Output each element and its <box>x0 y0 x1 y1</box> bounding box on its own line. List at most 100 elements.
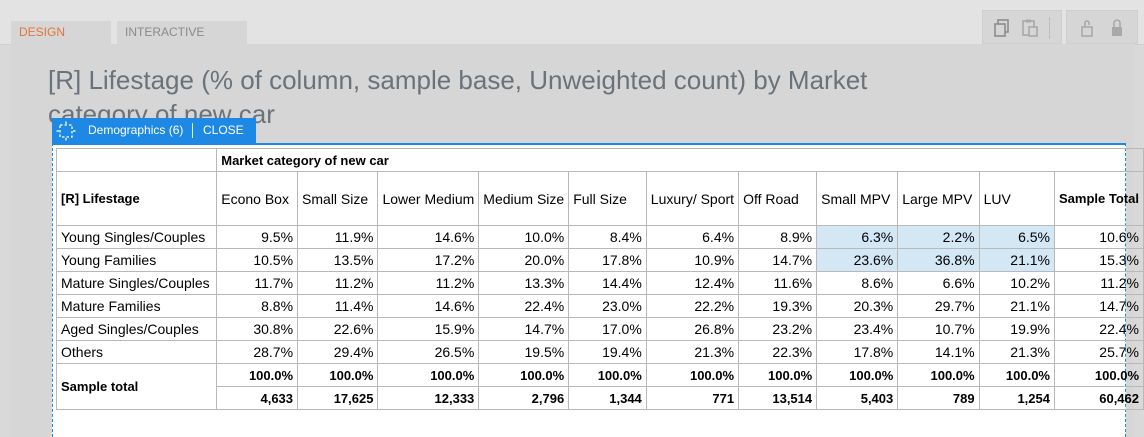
total-pct-cell[interactable]: 100.0% <box>478 363 570 387</box>
table-cell[interactable]: 15.3% <box>1053 248 1144 272</box>
table-cell[interactable]: 2.2% <box>897 225 980 249</box>
paste-icon[interactable] <box>1020 18 1040 38</box>
total-count-cell[interactable]: 12,333 <box>377 386 480 410</box>
table-cell[interactable]: 13.5% <box>297 248 379 272</box>
total-count-cell[interactable]: 17,625 <box>297 386 379 410</box>
table-cell[interactable]: 10.9% <box>645 248 740 272</box>
table-cell[interactable]: 19.9% <box>978 317 1055 341</box>
table-cell[interactable]: 10.2% <box>978 271 1055 295</box>
table-cell[interactable]: 19.3% <box>738 294 818 318</box>
table-cell[interactable]: 14.7% <box>738 248 818 272</box>
total-pct-cell[interactable]: 100.0% <box>978 363 1055 387</box>
table-cell[interactable]: 19.5% <box>478 340 570 364</box>
total-count-cell[interactable]: 1,344 <box>568 386 647 410</box>
table-cell[interactable]: 13.3% <box>478 271 570 295</box>
total-pct-cell[interactable]: 100.0% <box>216 363 299 387</box>
total-pct-cell[interactable]: 100.0% <box>297 363 379 387</box>
table-cell[interactable]: 29.7% <box>897 294 980 318</box>
table-cell[interactable]: 23.6% <box>816 248 899 272</box>
table-cell[interactable]: 22.3% <box>738 340 818 364</box>
tab-interactive-mode[interactable]: INTERACTIVE MODE <box>117 21 247 62</box>
total-count-cell[interactable]: 789 <box>897 386 980 410</box>
selection-label[interactable]: Demographics (6) <box>88 123 184 137</box>
table-cell[interactable]: 17.0% <box>568 317 647 341</box>
table-cell[interactable]: 28.7% <box>216 340 299 364</box>
table-cell[interactable]: 6.3% <box>816 225 899 249</box>
table-cell[interactable]: 17.8% <box>816 340 899 364</box>
table-cell[interactable]: 11.6% <box>738 271 818 295</box>
table-cell[interactable]: 26.8% <box>645 317 740 341</box>
total-count-cell[interactable]: 771 <box>645 386 740 410</box>
table-cell[interactable]: 25.7% <box>1053 340 1144 364</box>
table-cell[interactable]: 29.4% <box>297 340 379 364</box>
table-cell[interactable]: 10.7% <box>897 317 980 341</box>
table-cell[interactable]: 21.1% <box>978 294 1055 318</box>
table-cell[interactable]: 23.2% <box>738 317 818 341</box>
table-cell[interactable]: 11.9% <box>297 225 379 249</box>
table-cell[interactable]: 10.0% <box>478 225 570 249</box>
column-header: Small Size <box>297 171 379 226</box>
table-cell[interactable]: 22.4% <box>1053 317 1144 341</box>
total-count-cell[interactable]: 5,403 <box>816 386 899 410</box>
tab-design-mode[interactable]: DESIGN MODE <box>11 21 111 62</box>
table-cell[interactable]: 23.0% <box>568 294 647 318</box>
lock-open-icon[interactable] <box>1077 18 1097 38</box>
table-cell[interactable]: 11.7% <box>216 271 299 295</box>
table-cell[interactable]: 14.6% <box>377 294 480 318</box>
table-cell[interactable]: 23.4% <box>816 317 899 341</box>
table-cell[interactable]: 6.5% <box>978 225 1055 249</box>
total-pct-cell[interactable]: 100.0% <box>816 363 899 387</box>
table-cell[interactable]: 22.4% <box>478 294 570 318</box>
table-cell[interactable]: 14.6% <box>377 225 480 249</box>
table-cell[interactable]: 11.2% <box>1053 271 1144 295</box>
table-cell[interactable]: 14.4% <box>568 271 647 295</box>
table-cell[interactable]: 6.6% <box>897 271 980 295</box>
table-cell[interactable]: 8.8% <box>216 294 299 318</box>
table-cell[interactable]: 12.4% <box>645 271 740 295</box>
table-cell[interactable]: 17.8% <box>568 248 647 272</box>
table-cell[interactable]: 21.3% <box>978 340 1055 364</box>
table-cell[interactable]: 8.6% <box>816 271 899 295</box>
table-cell[interactable]: 15.9% <box>377 317 480 341</box>
table-cell[interactable]: 20.3% <box>816 294 899 318</box>
table-cell[interactable]: 21.1% <box>978 248 1055 272</box>
table-cell[interactable]: 20.0% <box>478 248 570 272</box>
total-count-cell[interactable]: 13,514 <box>738 386 818 410</box>
table-cell[interactable]: 11.2% <box>297 271 379 295</box>
table-cell[interactable]: 30.8% <box>216 317 299 341</box>
close-button[interactable]: CLOSE <box>203 123 244 137</box>
total-pct-cell[interactable]: 100.0% <box>377 363 480 387</box>
table-cell[interactable]: 21.3% <box>645 340 740 364</box>
table-cell[interactable]: 14.1% <box>897 340 980 364</box>
table-cell[interactable]: 8.9% <box>738 225 818 249</box>
table-cell[interactable]: 8.4% <box>568 225 647 249</box>
total-pct-cell[interactable]: 100.0% <box>897 363 980 387</box>
table-cell[interactable]: 9.5% <box>216 225 299 249</box>
total-count-cell[interactable]: 2,796 <box>478 386 570 410</box>
table-cell[interactable]: 10.5% <box>216 248 299 272</box>
table-cell[interactable]: 26.5% <box>377 340 480 364</box>
table-cell[interactable]: 22.2% <box>645 294 740 318</box>
table-cell[interactable]: 19.4% <box>568 340 647 364</box>
table-cell[interactable]: 11.4% <box>297 294 379 318</box>
total-count-cell[interactable]: 4,633 <box>216 386 299 410</box>
column-header: Lower Medium <box>377 171 480 226</box>
total-count-cell[interactable]: 60,462 <box>1053 386 1144 410</box>
total-pct-cell[interactable]: 100.0% <box>645 363 740 387</box>
table-cell[interactable]: 14.7% <box>478 317 570 341</box>
table-cell[interactable]: 11.2% <box>377 271 480 295</box>
total-pct-cell[interactable]: 100.0% <box>568 363 647 387</box>
column-header: Medium Size <box>478 171 570 226</box>
total-pct-cell[interactable]: 100.0% <box>1053 363 1144 387</box>
table-cell[interactable]: 17.2% <box>377 248 480 272</box>
table-cell[interactable]: 14.7% <box>1053 294 1144 318</box>
table-cell[interactable]: 22.6% <box>297 317 379 341</box>
total-pct-cell[interactable]: 100.0% <box>738 363 818 387</box>
table-cell[interactable]: 6.4% <box>645 225 740 249</box>
total-count-cell[interactable]: 1,254 <box>978 386 1055 410</box>
table-row: Young Families 10.5% 13.5% 17.2% 20.0% 17.8% 1… <box>55 248 1144 272</box>
table-cell[interactable]: 36.8% <box>897 248 980 272</box>
lock-icon[interactable] <box>1107 18 1127 38</box>
table-cell[interactable]: 10.6% <box>1053 225 1144 249</box>
copy-icon[interactable] <box>992 18 1012 38</box>
